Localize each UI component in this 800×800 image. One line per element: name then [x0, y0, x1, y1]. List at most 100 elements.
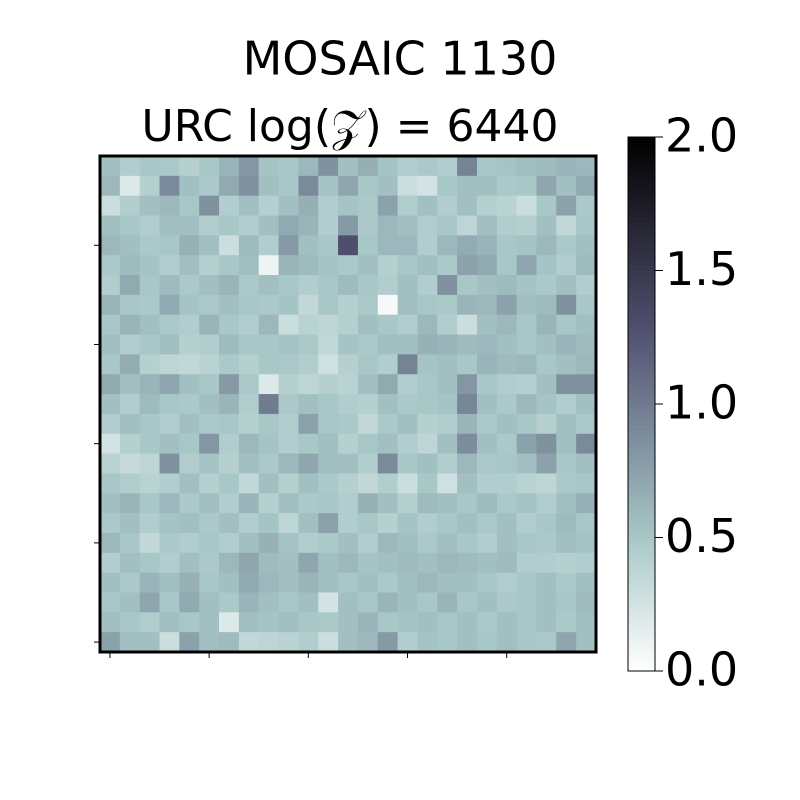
- heatmap-cell: [119, 175, 141, 197]
- heatmap-cell: [536, 612, 557, 633]
- heatmap-cell: [516, 275, 537, 296]
- heatmap-cell: [556, 493, 577, 514]
- heatmap-cell: [199, 552, 220, 574]
- heatmap-cell: [496, 433, 518, 455]
- heatmap-cell: [119, 156, 141, 177]
- heatmap-cell: [377, 175, 399, 197]
- heatmap-cell: [496, 195, 518, 217]
- heatmap-cell: [457, 294, 478, 316]
- colorbar-segment: [628, 307, 655, 314]
- heatmap-cell: [298, 354, 319, 375]
- heatmap-cell: [417, 374, 438, 395]
- heatmap-cell: [318, 632, 339, 653]
- heatmap-cell: [457, 572, 478, 593]
- heatmap-cell: [417, 592, 438, 613]
- heatmap-cell: [298, 592, 319, 613]
- heatmap-cell: [278, 413, 299, 435]
- heatmap-cell: [219, 552, 240, 574]
- heatmap-cell: [219, 453, 240, 474]
- heatmap-cell: [100, 394, 121, 415]
- colorbar-segment: [628, 185, 655, 191]
- heatmap-cell: [536, 374, 557, 395]
- heatmap-cell: [536, 552, 557, 574]
- colorbar-segment: [628, 409, 655, 416]
- heatmap-cell: [258, 175, 280, 197]
- heatmap-cell: [119, 255, 141, 276]
- heatmap-cell: [556, 374, 577, 395]
- heatmap-cell: [437, 394, 458, 415]
- heatmap-cell: [179, 453, 200, 474]
- colorbar-segment: [628, 622, 655, 629]
- heatmap-cell: [298, 632, 319, 653]
- heatmap-cell: [556, 195, 577, 217]
- heatmap-cell: [100, 334, 121, 355]
- colorbar-segment: [628, 633, 655, 640]
- heatmap-cell: [298, 394, 319, 415]
- heatmap-cell: [576, 314, 597, 336]
- heatmap-cell: [437, 572, 458, 593]
- colorbar-segment: [628, 398, 655, 405]
- heatmap-cell: [516, 255, 537, 276]
- heatmap-cell: [119, 354, 141, 375]
- heatmap-cell: [357, 215, 379, 236]
- heatmap-cell: [179, 235, 200, 256]
- plot-frame: [98, 154, 598, 654]
- heatmap-cell: [576, 374, 597, 395]
- heatmap-cell: [476, 453, 498, 474]
- heatmap-cell: [258, 354, 280, 375]
- heatmap-cell: [457, 433, 478, 455]
- heatmap-cell: [159, 572, 180, 593]
- heatmap-cell: [496, 513, 518, 534]
- heatmap-cell: [496, 473, 518, 494]
- heatmap-cell: [238, 374, 260, 395]
- colorbar-segment: [628, 211, 655, 218]
- heatmap-cell: [179, 413, 200, 435]
- heatmap-cell: [119, 374, 141, 395]
- heatmap-cell: [139, 394, 161, 415]
- heatmap-cell: [139, 314, 161, 336]
- heatmap-cell: [238, 592, 260, 613]
- heatmap-cell: [476, 175, 498, 197]
- heatmap-cell: [377, 493, 399, 514]
- heatmap-cell: [119, 275, 141, 296]
- heatmap-cell: [496, 413, 518, 435]
- heatmap-cell: [238, 354, 260, 375]
- heatmap-cell: [119, 314, 141, 336]
- heatmap-cell: [437, 612, 458, 633]
- colorbar-segment: [628, 297, 655, 304]
- heatmap-cell: [377, 394, 399, 415]
- heatmap-cell: [536, 156, 557, 177]
- heatmap-cell: [159, 235, 180, 256]
- heatmap-cell: [119, 513, 141, 534]
- heatmap-cell: [357, 394, 379, 415]
- heatmap-cell: [556, 334, 577, 355]
- heatmap-cell: [238, 552, 260, 574]
- colorbar-segment: [628, 345, 655, 352]
- heatmap-cell: [397, 612, 418, 633]
- heatmap-cell: [417, 394, 438, 415]
- heatmap-cell: [199, 532, 220, 554]
- heatmap-cell: [100, 612, 121, 633]
- heatmap-cell: [278, 532, 299, 554]
- heatmap-cell: [199, 592, 220, 613]
- heatmap-cell: [437, 215, 458, 236]
- heatmap-cell: [258, 215, 280, 236]
- heatmap-cell: [397, 453, 418, 474]
- colorbar-tick-label: 1.0: [665, 376, 738, 430]
- heatmap-cell: [397, 632, 418, 653]
- heatmap-cell: [100, 493, 121, 514]
- heatmap-cell: [496, 592, 518, 613]
- heatmap-cell: [437, 493, 458, 514]
- heatmap-cell: [159, 275, 180, 296]
- heatmap-cell: [199, 275, 220, 296]
- colorbar-segment: [628, 286, 655, 293]
- heatmap-cell: [238, 493, 260, 514]
- heatmap-cell: [338, 513, 359, 534]
- heatmap-cell: [576, 175, 597, 197]
- heatmap-cell: [179, 175, 200, 197]
- heatmap-cell: [496, 532, 518, 554]
- heatmap-cell: [338, 394, 359, 415]
- heatmap-cell: [397, 394, 418, 415]
- heatmap-cell: [496, 275, 518, 296]
- heatmap-cell: [298, 513, 319, 534]
